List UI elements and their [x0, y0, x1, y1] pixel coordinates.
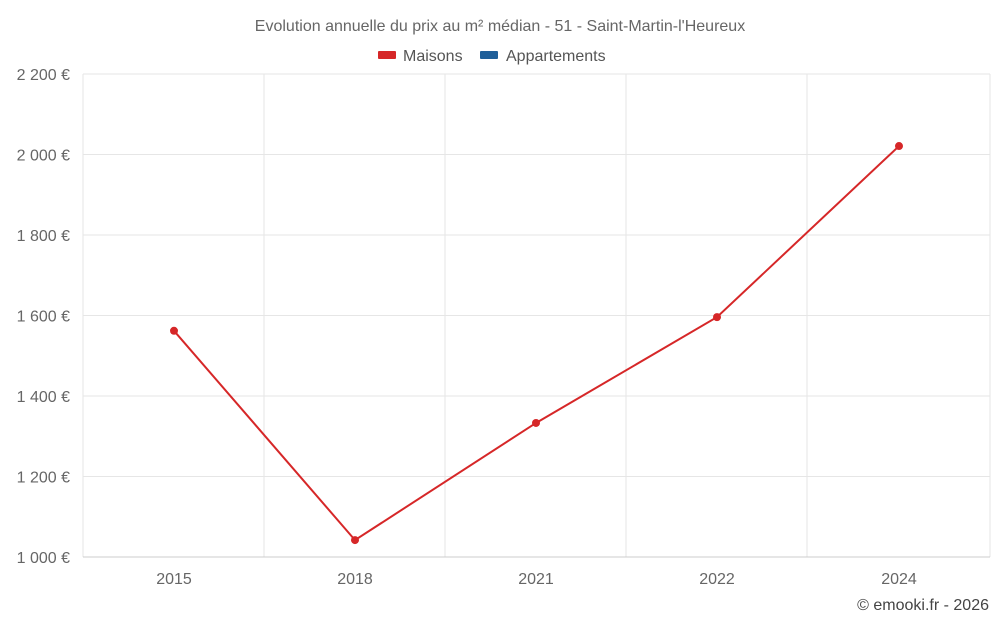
data-point-maisons-2015[interactable] [170, 326, 178, 335]
y-tick-label: 1 200 € [17, 470, 70, 487]
legend: Maisons Appartements [378, 48, 606, 65]
x-tick-label: 2018 [337, 571, 373, 588]
y-tick-label: 1 000 € [17, 550, 70, 567]
series-maisons [170, 142, 903, 545]
x-gridlines [82, 74, 991, 557]
y-tick-label: 2 000 € [17, 148, 70, 165]
data-point-maisons-2021[interactable] [532, 418, 540, 427]
y-tick-label: 1 400 € [17, 389, 70, 406]
legend-item-appartements[interactable]: Appartements [480, 48, 606, 65]
y-axis-tick-labels: 1 000 € 1 200 € 1 400 € 1 600 € 1 800 € 2 000… [17, 67, 70, 567]
series-line-maisons [173, 145, 900, 542]
y-tick-label: 2 200 € [17, 67, 70, 84]
x-tick-label: 2015 [156, 571, 192, 588]
x-axis-tick-labels: 2015 2018 2021 2022 2024 [156, 571, 917, 588]
legend-label-maisons: Maisons [403, 48, 463, 65]
data-point-maisons-2018[interactable] [351, 536, 359, 545]
legend-label-appartements: Appartements [506, 48, 606, 65]
y-gridlines [83, 73, 990, 477]
credit-text: © emooki.fr - 2026 [857, 597, 989, 614]
data-point-maisons-2022[interactable] [713, 313, 721, 322]
chart-title: Evolution annuelle du prix au m² médian … [255, 18, 745, 35]
legend-item-maisons[interactable]: Maisons [378, 48, 463, 65]
y-tick-label: 1 600 € [17, 309, 70, 326]
data-point-maisons-2024[interactable] [895, 142, 903, 151]
x-tick-label: 2021 [518, 571, 554, 588]
x-tick-label: 2022 [699, 571, 735, 588]
x-tick-label: 2024 [881, 571, 917, 588]
y-tick-label: 1 800 € [17, 228, 70, 245]
legend-swatch-appartements [480, 51, 498, 59]
legend-swatch-maisons [378, 51, 396, 59]
